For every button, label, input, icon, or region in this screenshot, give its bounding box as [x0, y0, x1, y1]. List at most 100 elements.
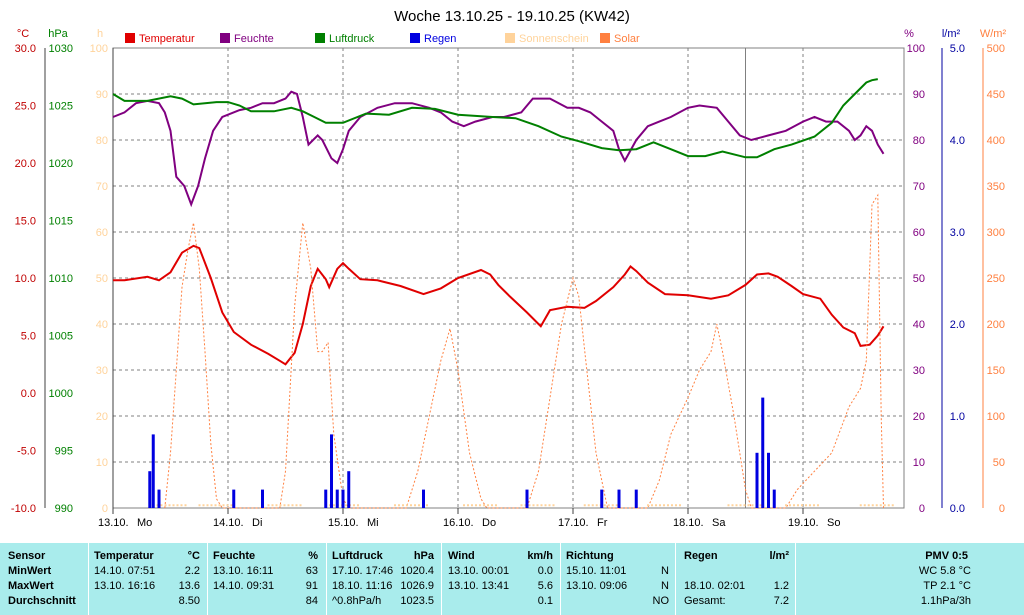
humidity-tick-label: 100 — [907, 43, 925, 55]
rain-bar — [232, 489, 236, 508]
humidity-tick-label: 30 — [913, 365, 925, 377]
rain-bar — [347, 471, 351, 508]
stats-value-wind: 0.1 — [537, 595, 553, 607]
legend-item-rain: Regen — [410, 33, 456, 45]
humidity-tick-label: 70 — [913, 181, 925, 193]
rain-bar — [772, 489, 776, 508]
rain-tick-label: 2.0 — [950, 319, 965, 331]
sunshine-tick-label: 80 — [96, 135, 108, 147]
pressure-tick-label: 1025 — [49, 101, 73, 113]
rain-tick-label: 4.0 — [950, 135, 965, 147]
x-tick-date: 17.10. — [558, 517, 589, 529]
solar-tick-label: 100 — [987, 411, 1005, 423]
legend-swatch-pressure — [315, 33, 325, 43]
unit-solar: W/m² — [980, 28, 1007, 40]
series-line-temperature — [113, 244, 885, 366]
stats-time-dir: 13.10. 09:06 — [566, 580, 628, 592]
sunshine-tick-label: 40 — [96, 319, 108, 331]
solar-tick-label: 350 — [987, 181, 1005, 193]
legend-label-sunshine: Sonnenschein — [519, 33, 589, 45]
stats-time-rain: Gesamt: — [684, 595, 726, 607]
stats-value-temp: 8.50 — [178, 595, 200, 607]
rain-bar — [422, 489, 425, 508]
stats-value-wind: 0.0 — [537, 565, 553, 577]
statistics-table: Sensor MinWert MaxWert Durchschnitt Temperat… — [0, 543, 1024, 615]
solar-tick-label: 250 — [987, 273, 1005, 285]
column-separator — [207, 543, 208, 615]
pressure-tick-label: 1005 — [49, 331, 73, 343]
stats-value-rain: 7.2 — [773, 595, 789, 607]
stats-unit-press: hPa — [413, 550, 434, 562]
stats-time-dir: 15.10. 11:01 — [566, 565, 627, 577]
rain-bar — [755, 452, 759, 508]
unit-sunshine: h — [97, 28, 103, 40]
x-tick-date: 16.10. — [443, 517, 474, 529]
rain-bar — [341, 489, 345, 508]
x-tick-day: Mo — [137, 517, 152, 529]
stats-value-hum: 84 — [305, 595, 318, 607]
column-separator — [441, 543, 442, 615]
legend-swatch-solar — [600, 33, 610, 43]
temperature-tick-label: 0.0 — [21, 388, 36, 400]
stats-value-hum: 63 — [305, 565, 318, 577]
sunshine-tick-label: 30 — [96, 365, 108, 377]
column-separator — [326, 543, 327, 615]
pressure-tick-label: 1010 — [49, 273, 73, 285]
x-tick-date: 19.10. — [788, 517, 819, 529]
stats-header-pmv: PMV 0:5 — [925, 550, 968, 562]
pressure-tick-label: 995 — [55, 446, 73, 458]
x-tick-date: 14.10. — [213, 517, 244, 529]
rain-bar — [525, 489, 529, 508]
pressure-tick-label: 1030 — [49, 43, 73, 55]
sunshine-tick-label: 100 — [90, 43, 108, 55]
humidity-tick-label: 80 — [913, 135, 925, 147]
legend-label-humidity: Feuchte — [234, 33, 274, 45]
temperature-tick-label: 10.0 — [15, 273, 36, 285]
x-tick-day: Mi — [367, 517, 379, 529]
legend-item-sunshine: Sonnenschein — [505, 33, 589, 45]
legend-label-temperature: Temperatur — [139, 33, 195, 45]
rain-bar — [600, 489, 604, 508]
temperature-tick-label: 15.0 — [15, 216, 36, 228]
stats-value-press: 1020.4 — [400, 565, 434, 577]
weather-chart: Woche 13.10.25 - 19.10.25 (KW42) °C hPa h%… — [11, 8, 1007, 529]
stats-header-temp: Temperatur — [94, 550, 154, 562]
stats-value-rain: 1.2 — [773, 580, 789, 592]
legend-item-solar: Solar — [600, 33, 640, 45]
humidity-tick-label: 20 — [913, 411, 925, 423]
unit-humidity: % — [904, 28, 914, 40]
solar-tick-label: 0 — [999, 503, 1005, 515]
solar-tick-label: 50 — [993, 457, 1005, 469]
solar-tick-label: 200 — [987, 319, 1005, 331]
rain-bar — [261, 489, 264, 508]
stats-pmv: 1.1hPa/3h — [920, 595, 971, 607]
temperature-tick-label: -5.0 — [17, 446, 36, 458]
stats-header-dir: Richtung — [566, 550, 614, 562]
temperature-tick-label: 30.0 — [15, 43, 36, 55]
rain-tick-label: 5.0 — [950, 43, 965, 55]
series-line-humidity — [112, 90, 885, 208]
pressure-tick-label: 1020 — [49, 158, 73, 170]
column-separator — [560, 543, 561, 615]
humidity-tick-label: 60 — [913, 227, 925, 239]
stats-header-hum: Feuchte — [213, 550, 256, 562]
x-tick-day: Do — [482, 517, 496, 529]
stats-time-press: 17.10. 17:46 — [332, 565, 394, 577]
column-separator — [675, 543, 676, 615]
rain-bar — [634, 489, 638, 508]
rain-tick-label: 3.0 — [950, 227, 965, 239]
stats-time-wind: 13.10. 13:41 — [448, 580, 510, 592]
stats-header-sensor: Sensor — [8, 550, 46, 562]
rain-bar — [330, 434, 333, 508]
rain-tick-label: 1.0 — [950, 411, 965, 423]
legend-item-temperature: Temperatur — [125, 33, 195, 45]
unit-rain: l/m² — [942, 28, 961, 40]
stats-time-press: ^0.8hPa/h — [332, 595, 382, 607]
x-tick-day: Sa — [712, 517, 726, 529]
rain-bar — [324, 489, 328, 508]
stats-pmv: TP 2.1 °C — [923, 580, 971, 592]
unit-pressure: hPa — [48, 28, 68, 40]
chart-title: Woche 13.10.25 - 19.10.25 (KW42) — [394, 8, 630, 25]
stats-header-wind: Wind — [448, 550, 475, 562]
stats-value-press: 1026.9 — [400, 580, 434, 592]
